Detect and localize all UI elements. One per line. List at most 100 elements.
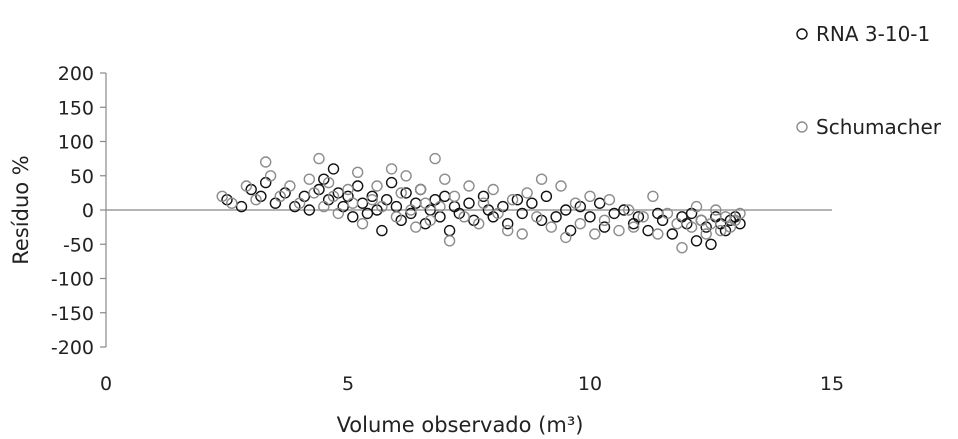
- y-tick-label: 150: [58, 97, 94, 119]
- data-point: [443, 224, 456, 237]
- data-point: [618, 204, 630, 216]
- data-point: [385, 176, 398, 189]
- data-point: [395, 187, 407, 199]
- y-axis-title: Resíduo %: [9, 155, 33, 264]
- data-point: [734, 207, 746, 220]
- data-point: [410, 221, 422, 233]
- data-point: [555, 180, 567, 192]
- data-point: [429, 193, 441, 206]
- data-point: [656, 214, 669, 227]
- data-point: [521, 187, 533, 199]
- data-point: [477, 197, 490, 209]
- data-point: [710, 204, 722, 216]
- data-point: [458, 211, 470, 223]
- data-point: [260, 156, 272, 168]
- data-point: [584, 211, 596, 223]
- data-point: [690, 200, 703, 213]
- data-point: [535, 173, 548, 185]
- data-point: [347, 211, 359, 223]
- data-point: [352, 180, 364, 192]
- data-point: [308, 187, 320, 199]
- data-point: [274, 190, 286, 203]
- data-point: [216, 190, 228, 203]
- data-point: [366, 193, 378, 206]
- data-point: [352, 166, 364, 179]
- data-point: [695, 214, 707, 227]
- data-point: [666, 228, 678, 240]
- data-point: [642, 224, 654, 237]
- x-tick-label: 0: [100, 373, 112, 395]
- data-point: [676, 211, 688, 223]
- data-point: [327, 163, 340, 175]
- y-axis-ticks: 200 150 100 50 0 -50 -100 -150 -200: [51, 63, 106, 359]
- data-point: [347, 197, 359, 209]
- data-point: [477, 190, 490, 203]
- series-rna: [221, 163, 746, 251]
- data-point: [516, 228, 528, 240]
- data-point: [419, 197, 432, 209]
- data-point: [652, 228, 664, 240]
- data-point: [715, 224, 727, 237]
- data-point: [598, 221, 611, 233]
- y-tick-label: 50: [70, 166, 94, 188]
- data-point: [690, 235, 703, 247]
- data-point: [550, 211, 562, 223]
- data-point: [540, 190, 553, 203]
- data-point: [327, 190, 340, 203]
- y-tick-label: 100: [58, 132, 94, 154]
- data-point: [516, 207, 528, 220]
- legend-marker-schumacher: [796, 121, 808, 133]
- data-point: [560, 204, 572, 216]
- y-tick-label: -50: [63, 234, 94, 256]
- data-point: [284, 180, 296, 192]
- data-point: [381, 193, 393, 206]
- data-point: [424, 214, 436, 227]
- data-point: [448, 190, 461, 203]
- data-point: [463, 180, 475, 192]
- legend-item-schumacher: Schumacher: [796, 115, 942, 139]
- data-point: [676, 241, 688, 254]
- plot-area: 200 150 100 50 0 -50 -100 -150 -200 0 5 10 15: [51, 63, 844, 395]
- data-point: [685, 221, 698, 233]
- data-point: [332, 207, 344, 220]
- x-tick-label: 10: [578, 373, 602, 395]
- data-point: [492, 207, 504, 220]
- data-point: [313, 152, 325, 165]
- data-point: [342, 183, 354, 196]
- data-point: [240, 180, 253, 192]
- y-tick-label: 0: [82, 200, 94, 222]
- data-point: [376, 224, 388, 237]
- data-point: [298, 190, 311, 203]
- data-point: [405, 207, 417, 220]
- data-point: [511, 193, 524, 206]
- data-point: [405, 204, 417, 216]
- data-point: [584, 190, 596, 203]
- data-point: [318, 200, 330, 213]
- y-tick-label: -200: [51, 337, 94, 359]
- data-point: [502, 224, 514, 237]
- x-axis-title: Volume observado (m³): [337, 413, 584, 437]
- data-point: [235, 200, 248, 213]
- data-point: [613, 224, 625, 237]
- data-point: [594, 197, 606, 209]
- data-point: [400, 170, 412, 182]
- data-point: [269, 197, 282, 209]
- x-tick-label: 15: [820, 373, 844, 395]
- data-point: [250, 193, 262, 206]
- data-point: [564, 224, 577, 237]
- data-point: [506, 193, 519, 206]
- data-point: [647, 190, 659, 203]
- data-point: [361, 207, 374, 220]
- y-tick-label: -100: [51, 269, 94, 291]
- data-point: [545, 221, 557, 233]
- data-points: [216, 152, 746, 254]
- data-point: [560, 231, 572, 244]
- data-point: [443, 235, 456, 247]
- data-point: [434, 211, 446, 223]
- data-point: [502, 217, 514, 230]
- data-point: [569, 197, 582, 209]
- data-point: [356, 197, 369, 209]
- data-point: [293, 197, 306, 209]
- data-point: [463, 197, 475, 209]
